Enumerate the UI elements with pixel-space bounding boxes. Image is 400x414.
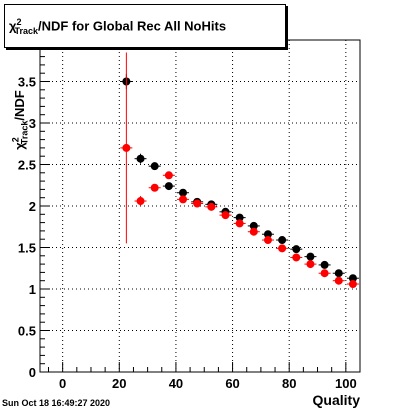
data-point bbox=[334, 269, 343, 278]
data-point bbox=[320, 260, 329, 269]
data-point bbox=[179, 195, 188, 204]
x-tick-label: 100 bbox=[335, 376, 357, 391]
data-point bbox=[235, 213, 244, 222]
data-point bbox=[150, 162, 159, 171]
y-tick-label: 2 bbox=[29, 199, 36, 214]
y-tick-label: 3 bbox=[29, 116, 36, 131]
y-tick-label: 3.5 bbox=[18, 75, 36, 90]
axis-ticks bbox=[40, 47, 361, 373]
x-axis-label: Quality bbox=[312, 392, 360, 408]
x-tick-label: 60 bbox=[225, 376, 239, 391]
data-point bbox=[292, 253, 301, 262]
data-point bbox=[348, 280, 357, 289]
data-point bbox=[306, 252, 315, 261]
data-marks bbox=[120, 52, 359, 289]
y-axis-label: χ2Track/NDF bbox=[10, 90, 30, 150]
series-0 bbox=[120, 74, 359, 283]
data-point bbox=[249, 221, 258, 230]
data-point bbox=[348, 274, 357, 283]
y-tick-label: 1.5 bbox=[18, 241, 36, 256]
chart-title: χ2Track/NDF for Global Rec All NoHits bbox=[9, 17, 227, 36]
y-tick-label: 1 bbox=[29, 282, 36, 297]
series-1 bbox=[120, 52, 359, 289]
data-point bbox=[320, 269, 329, 278]
data-point bbox=[278, 244, 287, 253]
data-point bbox=[207, 202, 216, 211]
data-point bbox=[193, 199, 202, 208]
title-box: χ2Track/NDF for Global Rec All NoHits bbox=[4, 4, 286, 48]
data-point bbox=[334, 276, 343, 285]
tick-labels: 0 20 40 60 80 100 0 0.5 1 1.5 2 2.5 3 3.5 bbox=[18, 75, 357, 392]
data-point bbox=[306, 260, 315, 269]
data-point bbox=[136, 197, 145, 206]
data-point bbox=[179, 188, 188, 197]
timestamp-footer: Sun Oct 18 16:49:27 2020 bbox=[2, 398, 111, 408]
data-point bbox=[278, 236, 287, 245]
y-tick-label: 0.5 bbox=[18, 324, 36, 339]
data-point bbox=[164, 171, 173, 180]
data-point bbox=[263, 230, 272, 239]
data-point bbox=[263, 236, 272, 245]
x-tick-label: 40 bbox=[169, 376, 183, 391]
data-point bbox=[164, 182, 173, 191]
x-tick-label: 80 bbox=[282, 376, 296, 391]
data-point bbox=[221, 211, 230, 220]
data-point bbox=[136, 154, 145, 163]
data-point bbox=[249, 227, 258, 236]
y-tick-label: 2.5 bbox=[18, 158, 36, 173]
x-tick-label: 0 bbox=[59, 376, 66, 391]
y-tick-label: 0 bbox=[29, 365, 36, 380]
data-point bbox=[150, 183, 159, 192]
data-point bbox=[122, 143, 131, 152]
x-tick-label: 20 bbox=[112, 376, 126, 391]
data-point bbox=[292, 245, 301, 254]
data-point bbox=[235, 219, 244, 228]
